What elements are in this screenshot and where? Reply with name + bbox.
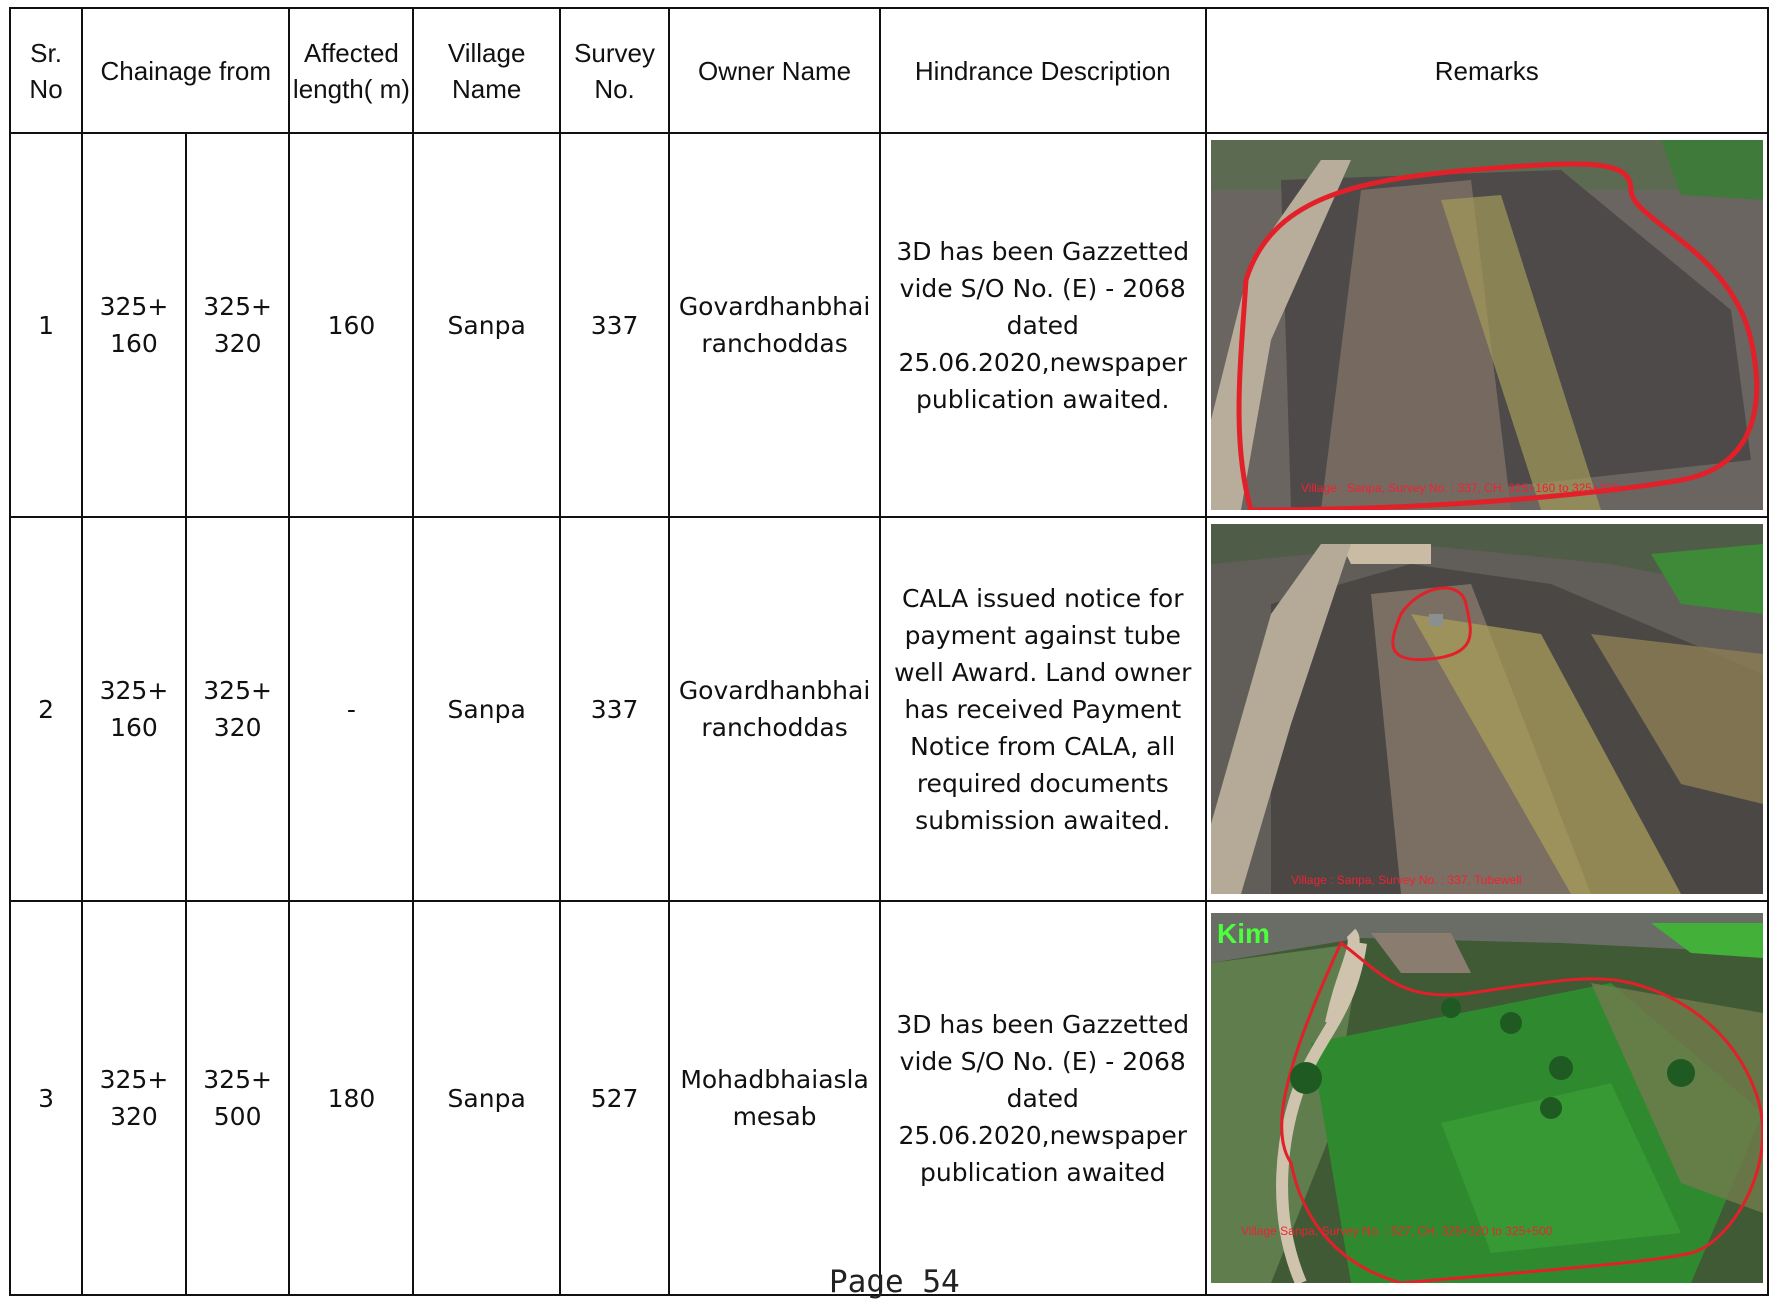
aerial-photo-3: Kim Village Sanpa, Survey No. : 527, CH.…: [1210, 913, 1763, 1283]
survey-no-cell: 337: [558, 516, 671, 902]
description-cell: 3D has been Gazzetted vide S/O No. (E) -…: [878, 132, 1207, 518]
hindrance-table: Sr. No Chainage from Affected length( m)…: [8, 7, 1770, 1296]
chainage-start-cell: 325+ 160: [81, 516, 187, 902]
chainage-end-cell: 325+ 320: [184, 516, 291, 902]
table-row: 3 325+ 320 325+ 500 180 Sanpa 527 Mohadb…: [8, 900, 1770, 1296]
sr-no-cell: 2: [8, 516, 84, 902]
village-cell: Sanpa: [412, 516, 561, 902]
boundary-outline: [1279, 940, 1763, 1283]
sr-no-cell: 3: [8, 900, 84, 1296]
chainage-start-cell: 325+ 160: [81, 132, 187, 518]
header-sr-no: Sr. No: [8, 7, 84, 134]
aerial-photo-2: Village : Sanpa, Survey No. : 337, Tubew…: [1210, 524, 1763, 894]
tubewell-structure: [1428, 614, 1443, 626]
owner-cell: Govardhanbhai ranchoddas: [668, 132, 881, 518]
survey-no-cell: 337: [558, 132, 671, 518]
affected-length-cell: 160: [288, 132, 415, 518]
header-affected-length: Affected length( m): [288, 7, 415, 134]
table-row: 2 325+ 160 325+ 320 - Sanpa 337 Govardha…: [8, 516, 1770, 902]
header-remarks: Remarks: [1204, 7, 1770, 134]
header-owner-name: Owner Name: [668, 7, 881, 134]
header-survey-no: Survey No.: [558, 7, 671, 134]
remarks-cell: Village : Sanpa, Survey No. : 337, Tubew…: [1204, 516, 1770, 902]
remarks-cell: Village : Sanpa, Survey No. : 337, CH. 3…: [1204, 132, 1770, 518]
aerial-photo-1: Village : Sanpa, Survey No. : 337, CH. 3…: [1210, 140, 1763, 510]
table-row: 1 325+ 160 325+ 320 160 Sanpa 337 Govard…: [8, 132, 1770, 518]
affected-length-cell: 180: [288, 900, 415, 1296]
header-hindrance-description: Hindrance Description: [878, 7, 1207, 134]
photo-caption: Village Sanpa, Survey No. : 527, CH. 325…: [1241, 1224, 1553, 1238]
header-row: Sr. No Chainage from Affected length( m)…: [8, 7, 1770, 134]
village-cell: Sanpa: [412, 900, 561, 1296]
chainage-end-cell: 325+ 320: [184, 132, 291, 518]
sr-no-cell: 1: [8, 132, 84, 518]
chainage-start-cell: 325+ 320: [81, 900, 187, 1296]
survey-no-cell: 527: [558, 900, 671, 1296]
photo-caption: Village : Sanpa, Survey No. : 337, Tubew…: [1291, 873, 1522, 887]
owner-cell: Govardhanbhai ranchoddas: [668, 516, 881, 902]
remarks-cell: Kim Village Sanpa, Survey No. : 527, CH.…: [1204, 900, 1770, 1296]
header-village-name: Village Name: [412, 7, 561, 134]
chainage-end-cell: 325+ 500: [184, 900, 291, 1296]
village-cell: Sanpa: [412, 132, 561, 518]
header-chainage-from: Chainage from: [81, 7, 291, 134]
photo-caption: Village : Sanpa, Survey No. : 337, CH. 3…: [1301, 481, 1619, 495]
page-number: Page 54: [829, 1264, 960, 1300]
description-cell: 3D has been Gazzetted vide S/O No. (E) -…: [878, 900, 1207, 1296]
location-tag: Kim: [1217, 918, 1270, 949]
affected-length-cell: -: [288, 516, 415, 902]
tree-icons: [1289, 998, 1695, 1119]
owner-cell: Mohadbhaiasla mesab: [668, 900, 881, 1296]
description-cell: CALA issued notice for payment against t…: [878, 516, 1207, 902]
boundary-outline: [1236, 161, 1759, 510]
tubewell-outline: [1391, 586, 1472, 662]
